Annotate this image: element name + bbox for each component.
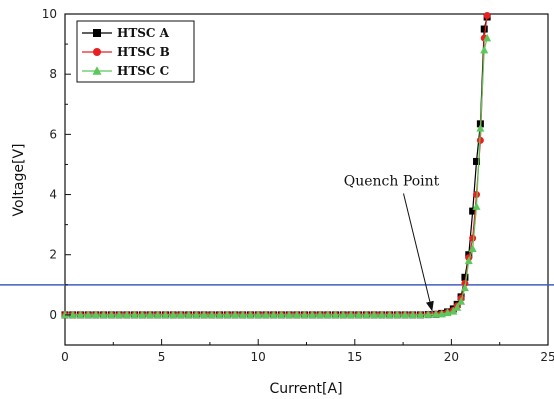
x-tick-label: 25: [540, 350, 554, 364]
data-point: [443, 308, 452, 317]
y-tick-label: 0: [49, 308, 57, 322]
data-point: [146, 310, 155, 319]
legend-item: HTSC C: [82, 64, 169, 78]
data-point: [461, 273, 469, 281]
data-point: [401, 310, 410, 319]
data-point: [176, 310, 185, 319]
data-point: [246, 310, 255, 319]
data-point: [107, 310, 116, 319]
data-point: [169, 310, 178, 319]
data-point: [184, 310, 193, 319]
data-point: [254, 310, 263, 319]
data-point: [469, 234, 477, 242]
data-point: [323, 310, 332, 319]
data-point: [476, 124, 485, 132]
legend-item: HTSC A: [82, 26, 170, 40]
data-point: [469, 207, 477, 215]
data-point: [457, 297, 466, 305]
legend-label: HTSC A: [117, 26, 170, 40]
data-point: [468, 244, 477, 253]
x-tick-label: 15: [347, 350, 362, 364]
data-point: [192, 310, 201, 319]
data-point: [362, 310, 371, 319]
data-point: [93, 48, 101, 56]
data-point: [480, 45, 489, 54]
data-point: [68, 310, 77, 319]
data-point: [339, 310, 348, 319]
annotation-arrow: [403, 193, 434, 312]
y-tick-label: 10: [42, 7, 57, 21]
data-point: [261, 310, 270, 319]
data-point: [215, 310, 224, 319]
legend-label: HTSC B: [117, 45, 170, 59]
data-point: [393, 310, 402, 319]
data-point: [483, 33, 492, 42]
x-axis-title: Current[A]: [269, 381, 342, 397]
data-point: [238, 310, 247, 319]
data-point: [483, 12, 491, 20]
data-point: [115, 310, 124, 319]
data-point: [161, 310, 170, 319]
y-tick-label: 8: [49, 67, 57, 81]
data-point: [416, 310, 425, 319]
data-point: [385, 310, 394, 319]
data-point: [231, 310, 240, 319]
data-point: [292, 310, 301, 319]
series-htsc-c: [61, 33, 492, 319]
data-point: [308, 310, 317, 319]
data-point: [449, 306, 458, 315]
data-point: [269, 310, 278, 319]
data-point: [472, 202, 481, 210]
data-point: [377, 310, 386, 319]
data-point: [424, 310, 433, 318]
data-point: [408, 310, 417, 319]
data-point: [84, 310, 93, 319]
data-point: [453, 303, 462, 311]
data-point: [277, 310, 286, 319]
data-point: [461, 279, 469, 287]
data-point: [480, 25, 488, 33]
data-point: [460, 283, 469, 292]
x-tick-label: 0: [61, 350, 69, 364]
data-point: [200, 310, 209, 319]
x-tick-label: 10: [251, 350, 266, 364]
data-point: [91, 310, 100, 319]
data-point: [92, 66, 102, 75]
x-tick-label: 5: [158, 350, 166, 364]
annotation-quench-point: Quench Point: [344, 174, 440, 190]
data-point: [464, 256, 473, 265]
data-point: [473, 157, 481, 165]
data-point: [76, 310, 85, 319]
data-point: [300, 310, 309, 319]
data-point: [122, 310, 131, 319]
data-point: [346, 310, 355, 319]
data-point: [207, 310, 216, 319]
data-point: [431, 309, 440, 318]
legend: HTSC A HTSC B HTSC C: [76, 20, 195, 83]
data-point: [331, 310, 340, 319]
data-point: [437, 309, 446, 318]
data-point: [153, 310, 162, 319]
data-point: [285, 310, 294, 319]
x-tick-label: 20: [444, 350, 459, 364]
data-point: [370, 310, 379, 319]
data-point: [93, 29, 101, 37]
data-point: [130, 310, 139, 319]
y-tick-label: 4: [49, 188, 57, 202]
data-point: [354, 310, 363, 319]
y-tick-label: 6: [49, 127, 57, 141]
legend-item: HTSC B: [82, 45, 170, 59]
data-point: [99, 310, 108, 319]
data-point: [316, 310, 325, 319]
data-point: [138, 310, 147, 319]
y-axis-title: Voltage[V]: [11, 143, 27, 216]
y-tick-label: 2: [49, 248, 57, 262]
data-point: [223, 310, 232, 319]
legend-label: HTSC C: [117, 64, 169, 78]
